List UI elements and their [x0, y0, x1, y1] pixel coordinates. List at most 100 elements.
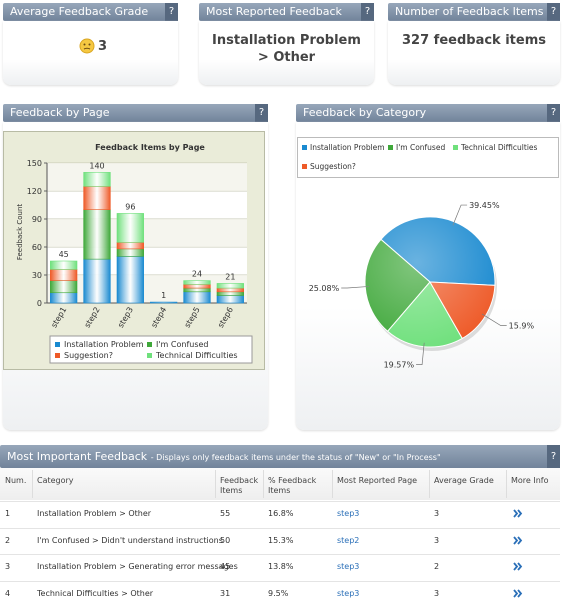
bar-segment — [183, 280, 211, 285]
table-cell: 3 — [434, 588, 440, 598]
legend-label: Installation Problem — [64, 340, 144, 349]
total-label: 21 — [225, 272, 235, 281]
table-cell: 2 — [434, 562, 440, 571]
help-button[interactable]: ? — [361, 3, 374, 21]
bar-segment — [50, 269, 78, 281]
column-separator — [429, 470, 430, 498]
help-button[interactable]: ? — [255, 104, 268, 122]
more-info-button[interactable] — [513, 535, 523, 545]
legend-swatch — [302, 145, 307, 150]
legend-label: I'm Confused — [156, 340, 209, 349]
bar-segment — [216, 295, 244, 304]
bar-segment — [83, 209, 111, 260]
total-label: 1 — [161, 291, 166, 300]
legend-swatch — [388, 145, 393, 150]
row-separator — [0, 554, 560, 555]
more-info-button[interactable] — [513, 562, 523, 571]
legend-swatch — [147, 342, 152, 347]
pie-chart: 39.45% 25.08% 19.57% 15.9% Installation Prob… — [297, 137, 559, 370]
table-cell: 15.3% — [268, 535, 294, 545]
page-link[interactable]: step3 — [337, 588, 360, 598]
bar-segment — [183, 284, 211, 289]
table-cell: 50 — [220, 535, 231, 545]
y-tick-label: 90 — [32, 215, 42, 224]
page-link[interactable]: step3 — [337, 562, 360, 571]
legend-swatch — [55, 342, 60, 347]
row-separator — [0, 501, 560, 502]
card-body: Installation Problem > Other — [199, 21, 374, 85]
table-title: Most Important Feedback — [7, 450, 148, 463]
help-button[interactable]: ? — [547, 104, 560, 122]
grade-icon — [79, 38, 95, 54]
column-header-row — [0, 468, 560, 500]
card-header: Most Reported Feedback? — [199, 3, 374, 21]
legend-label: Suggestion? — [310, 162, 356, 171]
y-tick-label: 150 — [27, 159, 42, 168]
page-link[interactable]: step3 — [337, 509, 360, 518]
table-cell: I'm Confused > Didn't understand instruc… — [37, 535, 223, 545]
legend-label: I'm Confused — [396, 143, 445, 152]
grid-band — [47, 219, 247, 247]
total-label: 96 — [125, 202, 135, 211]
bar-segment — [83, 172, 111, 187]
table-cell: 3 — [434, 509, 440, 518]
more-info-button[interactable] — [513, 509, 523, 518]
column-header: Num. — [5, 476, 27, 485]
bar-segment — [50, 280, 78, 294]
more-info-button[interactable] — [513, 588, 523, 598]
panel-title: Feedback by Category — [303, 106, 427, 119]
legend-swatch — [55, 353, 60, 358]
help-button[interactable]: ? — [165, 3, 178, 21]
table-cell: 2 — [5, 535, 11, 545]
bar-segment — [216, 287, 244, 293]
bar-chart: Feedback Items by Page Feedback Count 0 3… — [3, 131, 265, 370]
bar-segment — [116, 213, 144, 243]
bar-segment — [83, 186, 111, 210]
column-header: More Info — [511, 476, 549, 485]
table-cell: 9.5% — [268, 588, 289, 598]
bar-segment — [50, 292, 78, 304]
bar-segment — [216, 291, 244, 296]
bar-segment — [183, 291, 211, 304]
leader-line — [481, 313, 507, 326]
bar-segment — [116, 248, 144, 257]
table-cell: 1 — [5, 509, 11, 518]
legend-label: Installation Problem — [310, 143, 385, 152]
column-separator — [215, 470, 216, 498]
table-cell: 16.8% — [268, 509, 294, 518]
bar-segment — [116, 256, 144, 304]
legend-swatch — [147, 353, 152, 358]
table-cell: 13.8% — [268, 562, 294, 571]
page-link[interactable]: step2 — [337, 535, 360, 545]
table-cell: Installation Problem > Other — [37, 509, 152, 518]
leader-line — [416, 342, 425, 365]
card-title: Number of Feedback Items — [395, 5, 544, 18]
help-button[interactable]: ? — [547, 445, 560, 468]
table-subtitle: - Displays only feedback items under the… — [150, 453, 441, 462]
legend-label: Suggestion? — [64, 351, 113, 360]
column-header: Category — [37, 476, 74, 485]
card-body: 327 feedback items — [388, 21, 560, 85]
help-button[interactable]: ? — [547, 3, 560, 21]
column-header: Most Reported Page — [337, 476, 418, 485]
row-separator — [0, 527, 560, 529]
card-header: Average Feedback Grade? — [3, 3, 178, 21]
total-label: 45 — [59, 250, 69, 259]
column-separator — [332, 470, 333, 498]
card-value: Installation Problem > Other — [212, 33, 361, 65]
bar-segment — [216, 283, 244, 289]
column-separator — [506, 470, 507, 498]
card-value: 3 — [98, 39, 108, 54]
y-tick-label: 120 — [27, 187, 42, 196]
table-cell: 3 — [434, 535, 440, 545]
bar-segment — [183, 287, 211, 293]
y-tick-label: 30 — [32, 271, 42, 280]
legend — [297, 137, 559, 178]
legend-label: Technical Difficulties — [460, 143, 538, 152]
slice-label: 15.9% — [509, 322, 535, 331]
legend — [49, 335, 253, 364]
table-header: Most Important Feedback - Displays only … — [0, 445, 560, 468]
bar-segment — [150, 301, 178, 304]
column-separator — [32, 470, 33, 498]
